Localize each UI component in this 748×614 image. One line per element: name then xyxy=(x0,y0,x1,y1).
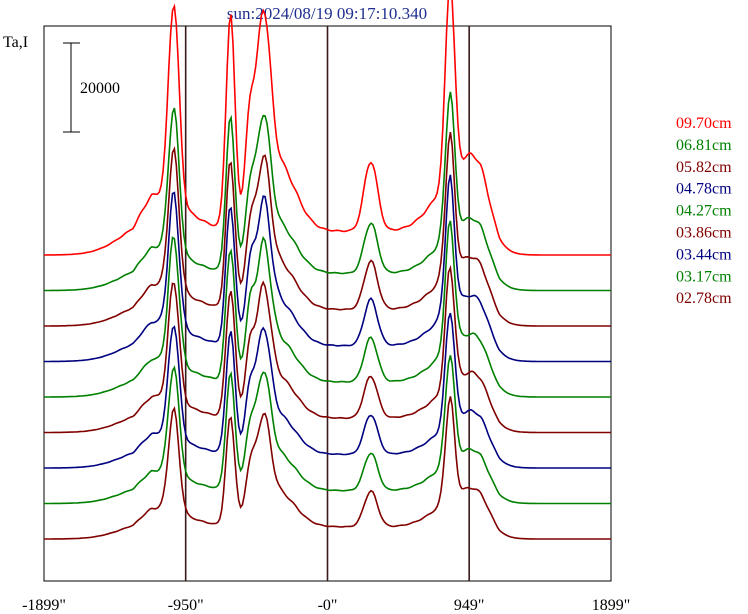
x-tick-label: -0" xyxy=(318,597,338,614)
scale-bar: 20000 xyxy=(63,42,120,133)
legend-item: 03.17cm xyxy=(676,268,732,285)
series-line-06-81cm xyxy=(44,91,611,292)
legend-item: 02.78cm xyxy=(676,290,732,307)
y-axis-label: Ta,I xyxy=(3,34,28,51)
legend-item: 05.82cm xyxy=(676,159,732,176)
series-line-04-78cm xyxy=(44,174,611,363)
legend-item: 06.81cm xyxy=(676,137,732,154)
series-line-03-44cm xyxy=(44,312,611,469)
x-tick-labels: -1899" -950" -0" 949" 1899" xyxy=(22,597,630,614)
x-tick-label: -950" xyxy=(168,597,204,614)
series-line-02-78cm xyxy=(44,396,611,540)
chart-title: sun:2024/08/19 09:17:10.340 xyxy=(227,4,427,23)
series-line-03-86cm xyxy=(44,264,611,434)
legend-item: 04.27cm xyxy=(676,203,732,220)
series-line-04-27cm xyxy=(44,220,611,398)
legend-item: 03.86cm xyxy=(676,225,732,242)
scale-bar-label: 20000 xyxy=(80,80,120,97)
series-line-09-70cm xyxy=(44,0,611,256)
x-tick-label: 949" xyxy=(454,597,485,614)
legend: 09.70cm 06.81cm 05.82cm 04.78cm 04.27cm 03.86… xyxy=(676,115,732,307)
series-line-03-17cm xyxy=(44,355,611,505)
legend-item: 09.70cm xyxy=(676,115,732,132)
spectra-series xyxy=(44,0,611,540)
x-tick-label: -1899" xyxy=(22,597,66,614)
series-line-05-82cm xyxy=(44,131,611,327)
legend-item: 03.44cm xyxy=(676,246,732,263)
x-tick-label: 1899" xyxy=(592,597,631,614)
legend-item: 04.78cm xyxy=(676,181,732,198)
